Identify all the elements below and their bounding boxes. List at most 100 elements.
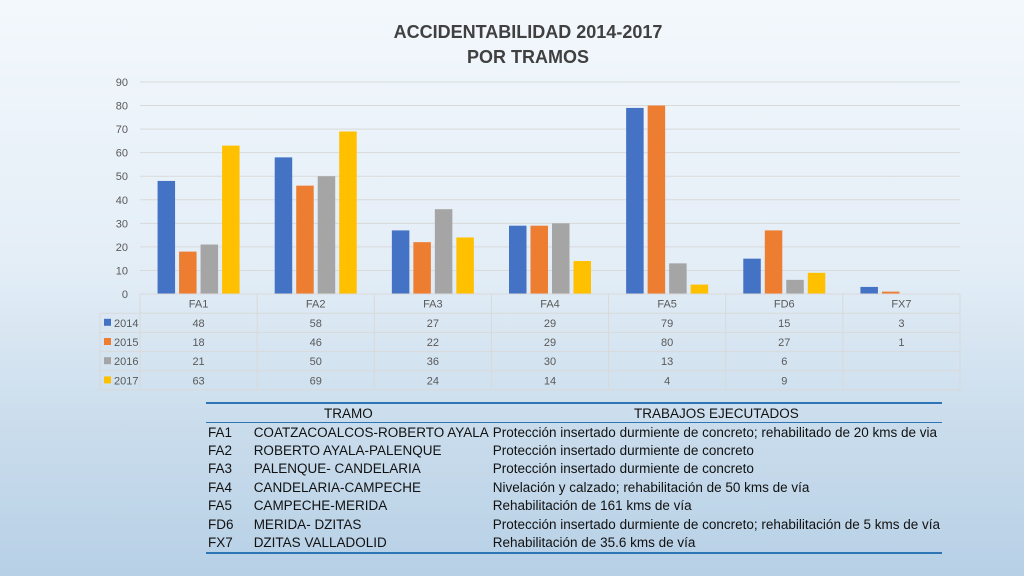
table-row: FA2 ROBERTO AYALA-PALENQUE Protección inse…: [206, 441, 942, 459]
tramo-name: CANDELARIA-CAMPECHE: [253, 479, 421, 495]
legend-label-2017: 2017: [114, 375, 138, 387]
bar-fa1-2016: [200, 244, 219, 294]
bar-fd6-2017: [807, 272, 826, 294]
x-tick-label: FA5: [657, 299, 677, 311]
table-header-row: TRAMO TRABAJOS EJECUTADOS: [206, 402, 942, 423]
data-label: 29: [544, 318, 556, 330]
data-label: 58: [310, 318, 322, 330]
legend-key-2014: [104, 318, 111, 326]
bar-fa5-2014: [626, 107, 644, 295]
y-tick-label: 80: [116, 101, 128, 113]
legend-label-2015: 2015: [114, 337, 138, 349]
bar-fd6-2015: [764, 230, 783, 294]
legend-key-2015: [104, 338, 111, 345]
data-label: 27: [778, 337, 790, 349]
trabajos-ejecutados: Rehabilitación de 35.6 kms de vía: [490, 533, 942, 554]
data-label: 15: [778, 318, 790, 330]
legend-key-2017: [104, 376, 111, 384]
bars: [157, 105, 900, 295]
table-row: FA4 CANDELARIA-CAMPECHE Nivelación y calza…: [206, 478, 942, 496]
bar-fx7-2015: [881, 291, 900, 294]
bar-fa1-2015: [179, 251, 197, 294]
x-tick-label: FX7: [891, 299, 911, 311]
trabajos-ejecutados: Protección insertado durmiente de concre…: [492, 461, 754, 477]
trabajos-ejecutados: Rehabilitación de 161 kms de vía: [492, 498, 692, 514]
bar-fa1-2017: [222, 145, 240, 294]
tramo-code: FA3: [208, 461, 233, 477]
data-label: 69: [310, 375, 322, 387]
y-tick-label: 70: [116, 124, 128, 136]
bar-fx7-2014: [860, 286, 878, 294]
y-tick-label: 90: [116, 77, 128, 89]
table-row: FA1 COATZACOALCOS-ROBERTO AYALA Protección…: [206, 423, 942, 442]
bar-fa4-2014: [509, 225, 527, 294]
chart-title-line-2: POR TRAMOS: [467, 47, 589, 67]
bar-fa3-2016: [434, 209, 453, 294]
bar-fd6-2014: [743, 258, 761, 294]
tramo-name: CAMPECHE-MERIDA: [253, 498, 388, 514]
trabajos-ejecutados: Protección insertado durmiente de concre…: [492, 443, 754, 459]
tramo-name: ROBERTO AYALA-PALENQUE: [253, 443, 442, 459]
x-tick-label: FA2: [306, 299, 326, 311]
y-tick-label: 0: [122, 289, 128, 301]
tramo-name: DZITAS VALLADOLID: [251, 533, 491, 554]
table-row: FX7 DZITAS VALLADOLID Rehabilitación de 35…: [206, 533, 942, 554]
bar-fa5-2016: [669, 263, 687, 294]
bar-fa1-2014: [157, 180, 176, 294]
table-row: FA5 CAMPECHE-MERIDA Rehabilitación de 161 …: [206, 497, 942, 515]
legend-key-2016: [104, 357, 111, 365]
bar-chart: ACCIDENTABILIDAD 2014-2017 POR TRAMOS 0 1…: [99, 22, 961, 391]
y-tick-label: 30: [116, 218, 128, 230]
bar-fa2-2016: [317, 176, 336, 294]
tramo-code: FD6: [208, 516, 234, 532]
y-axis-ticks: 0 10 20 30 40 50 60 70 80 90: [116, 77, 128, 301]
y-tick-label: 60: [116, 148, 128, 160]
tramo-code: FA1: [208, 424, 233, 440]
data-label: 3: [898, 318, 904, 330]
trabajos-ejecutados: Nivelación y calzado; rehabilitación de …: [492, 479, 810, 495]
data-label: 30: [544, 356, 556, 368]
table-row: FD6 MERIDA- DZITAS Protección insertado du…: [206, 515, 942, 533]
trabajos-ejecutados: Protección insertado durmiente de concre…: [492, 424, 938, 440]
x-tick-label: FA1: [189, 299, 209, 311]
bar-fa4-2015: [530, 225, 548, 294]
bar-fa2-2017: [339, 131, 357, 294]
data-label: 80: [661, 337, 673, 349]
tramo-code: FA2: [208, 443, 233, 459]
tramo-name: MERIDA- DZITAS: [253, 516, 362, 532]
data-label: 48: [192, 318, 204, 330]
legend-label-2016: 2016: [114, 356, 138, 368]
data-label: 50: [310, 356, 322, 368]
data-table: FA1 FA2 FA3 FA4 FA5 FD6 FX7 2014 48 58 27 29 79 15 3 20…: [99, 293, 961, 391]
trabajos-ejecutados: Protección insertado durmiente de concre…: [492, 516, 940, 532]
tramo-code: FX7: [206, 533, 252, 554]
bar-fa5-2017: [690, 284, 709, 294]
data-label: 21: [192, 356, 204, 368]
data-label: 9: [781, 375, 787, 387]
data-label: 22: [427, 337, 439, 349]
data-label: 13: [661, 356, 673, 368]
bar-fa3-2017: [456, 237, 474, 294]
data-label: 27: [427, 318, 439, 330]
bar-fa4-2016: [552, 223, 570, 294]
y-tick-label: 10: [116, 265, 128, 277]
bar-fa3-2015: [413, 242, 431, 294]
data-label: 1: [898, 337, 904, 349]
header-trabajos: TRABAJOS EJECUTADOS: [490, 402, 942, 423]
data-label: 79: [661, 318, 673, 330]
bar-fa4-2017: [573, 261, 591, 294]
data-label: 29: [544, 337, 556, 349]
tramo-code: FA4: [208, 479, 233, 495]
data-label: 24: [427, 375, 439, 387]
x-tick-label: FD6: [774, 299, 795, 311]
bar-fa5-2015: [647, 105, 666, 294]
data-label: 18: [192, 337, 204, 349]
data-label: 63: [192, 375, 204, 387]
x-tick-label: FA4: [540, 299, 560, 311]
y-tick-label: 50: [116, 171, 128, 183]
y-tick-label: 20: [116, 242, 128, 254]
table-row: FA3 PALENQUE- CANDELARIA Protección insert…: [206, 460, 942, 478]
data-label: 14: [544, 375, 556, 387]
bar-fa2-2015: [296, 185, 314, 294]
tramo-name: PALENQUE- CANDELARIA: [253, 461, 421, 477]
